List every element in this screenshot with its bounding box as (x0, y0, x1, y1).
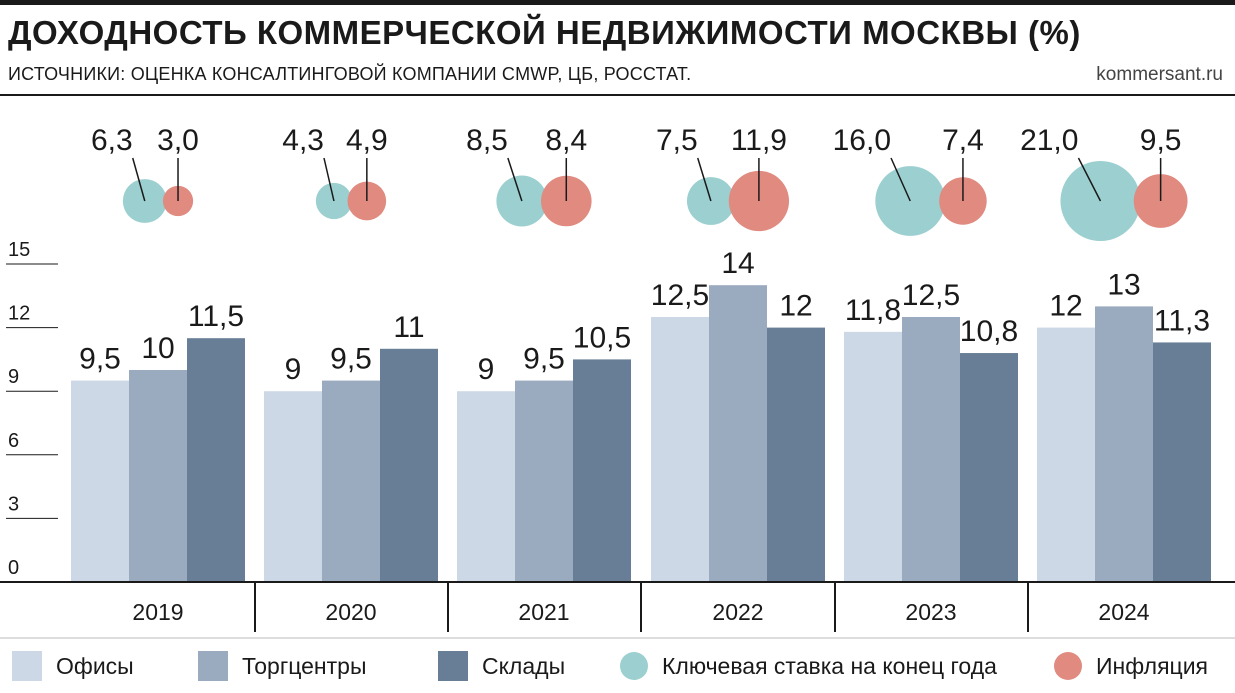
bar-2020-0 (264, 391, 322, 582)
bubble-label-inflation-2023: 7,4 (942, 124, 984, 157)
legend-label-offices: Офисы (56, 652, 134, 679)
bubble-label-inflation-2021: 8,4 (545, 124, 587, 157)
bar-value-label-2020-2: 11 (393, 311, 424, 344)
legend-label-key-rate: Ключевая ставка на конец года (662, 652, 997, 679)
bubble-label-key-rate-2021: 8,5 (466, 124, 508, 157)
legend-swatch-offices (12, 651, 42, 681)
bar-2024-1 (1095, 306, 1153, 582)
site-credit[interactable]: kommersant.ru (1096, 64, 1223, 85)
bubble-label-key-rate-2022: 7,5 (656, 124, 698, 157)
top-rule (0, 0, 1235, 5)
leader-key-rate-2019 (131, 157, 146, 202)
legend-swatch-inflation (1054, 652, 1082, 680)
bar-value-label-2019-2: 11,5 (188, 300, 244, 333)
bubble-label-inflation-2020: 4,9 (346, 124, 388, 157)
bar-2021-1 (515, 380, 573, 582)
legend-label-inflation: Инфляция (1096, 652, 1209, 679)
bar-value-label-2019-1: 10 (141, 332, 174, 365)
bubble-label-key-rate-2024: 21,0 (1020, 124, 1078, 157)
bar-2022-2 (767, 327, 825, 582)
category-label-2022: 2022 (712, 599, 763, 625)
bar-2019-0 (71, 380, 129, 582)
leader-key-rate-2020 (323, 157, 335, 202)
bar-value-label-2019-0: 9,5 (79, 343, 121, 376)
y-tick-label-3: 3 (8, 493, 19, 515)
y-tick-label-12: 12 (8, 303, 30, 325)
bar-value-label-2021-2: 10,5 (573, 321, 631, 354)
bar-2023-1 (902, 317, 960, 582)
bar-value-label-2021-1: 9,5 (523, 343, 565, 376)
bar-value-label-2023-0: 11,8 (845, 294, 901, 327)
leader-key-rate-2022 (697, 157, 712, 202)
category-label-2020: 2020 (325, 599, 376, 625)
bubble-label-key-rate-2020: 4,3 (282, 124, 324, 157)
y-tick-label-0: 0 (8, 557, 19, 579)
headline-rule (0, 94, 1235, 96)
category-label-2024: 2024 (1098, 599, 1149, 625)
bubble-label-inflation-2024: 9,5 (1140, 124, 1182, 157)
category-label-2021: 2021 (518, 599, 569, 625)
legend-item-offices: Офисы (12, 650, 134, 682)
legend-swatch-key-rate (620, 652, 648, 680)
bar-2022-0 (651, 317, 709, 582)
bar-2021-0 (457, 391, 515, 582)
bar-value-label-2024-2: 11,3 (1154, 304, 1210, 337)
bubble-label-inflation-2022: 11,9 (731, 124, 787, 157)
legend: Офисы Торгцентры Склады Ключевая ставка … (0, 640, 1235, 690)
legend-label-malls: Торгцентры (242, 652, 367, 679)
bar-value-label-2024-1: 13 (1107, 268, 1140, 301)
bar-value-label-2020-0: 9 (285, 353, 302, 386)
legend-label-warehouses: Склады (482, 652, 566, 679)
legend-item-inflation: Инфляция (1054, 650, 1208, 682)
bar-2024-2 (1153, 342, 1211, 582)
bar-2024-0 (1037, 327, 1095, 582)
bar-2019-2 (187, 338, 245, 582)
legend-item-key-rate: Ключевая ставка на конец года (620, 650, 997, 682)
legend-item-malls: Торгцентры (198, 650, 367, 682)
bar-value-label-2022-2: 12 (779, 290, 812, 323)
bar-2023-2 (960, 353, 1018, 582)
bar-value-label-2022-1: 14 (721, 247, 754, 280)
legend-swatch-warehouses (438, 651, 468, 681)
leader-key-rate-2024 (1077, 157, 1102, 202)
bar-2020-2 (380, 348, 438, 582)
leader-key-rate-2023 (890, 157, 911, 202)
legend-item-warehouses: Склады (438, 650, 565, 682)
leader-key-rate-2021 (507, 157, 523, 202)
bar-value-label-2022-0: 12,5 (651, 279, 709, 312)
bar-2019-1 (129, 370, 187, 582)
bar-2021-2 (573, 359, 631, 582)
bar-value-label-2024-0: 12 (1049, 290, 1082, 323)
bar-value-label-2023-2: 10,8 (960, 315, 1018, 348)
y-tick-label-9: 9 (8, 366, 19, 388)
bar-2022-1 (709, 285, 767, 582)
bubble-label-key-rate-2023: 16,0 (833, 124, 891, 157)
category-label-2019: 2019 (132, 599, 183, 625)
category-label-2023: 2023 (905, 599, 956, 625)
bubble-label-key-rate-2019: 6,3 (91, 124, 133, 157)
y-tick-label-15: 15 (8, 239, 30, 261)
chart-title: ДОХОДНОСТЬ КОММЕРЧЕСКОЙ НЕДВИЖИМОСТИ МОС… (8, 14, 1081, 51)
chart-source: ИСТОЧНИКИ: ОЦЕНКА КОНСАЛТИНГОВОЙ КОМПАНИ… (8, 64, 692, 84)
bar-2020-1 (322, 380, 380, 582)
bar-2023-0 (844, 331, 902, 582)
bar-value-label-2020-1: 9,5 (330, 343, 372, 376)
bubble-label-inflation-2019: 3,0 (157, 124, 199, 157)
y-tick-label-6: 6 (8, 430, 19, 452)
bar-value-label-2023-1: 12,5 (902, 279, 960, 312)
legend-swatch-malls (198, 651, 228, 681)
bar-value-label-2021-0: 9 (478, 353, 495, 386)
